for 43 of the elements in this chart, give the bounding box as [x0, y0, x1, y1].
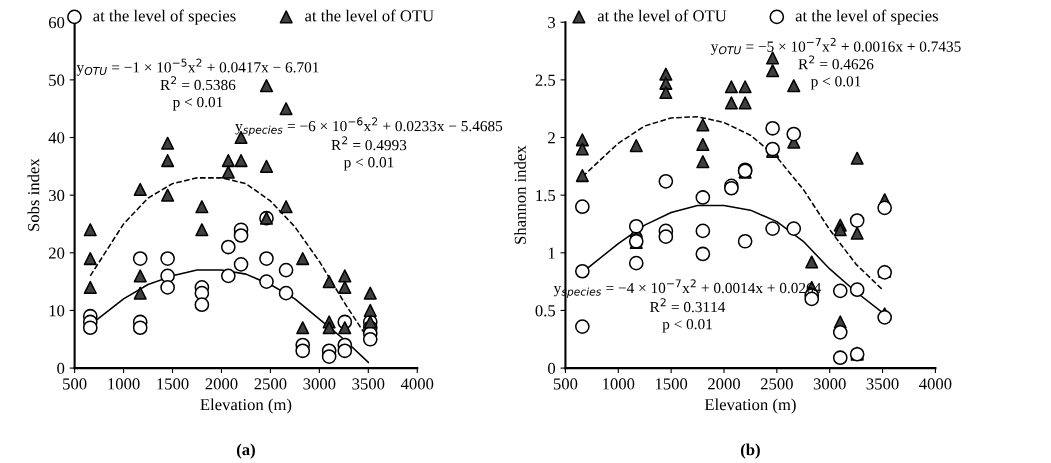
x-tick-label: 500	[63, 378, 87, 390]
y-axis-title: Sobs index	[27, 158, 40, 231]
x-tick-label: 1000	[108, 378, 140, 390]
x-tick-label: 2000	[708, 378, 741, 390]
text: y$_{species}$ = −6 × 10$^{−6}$x$^{2}$ + 0.0233x − 5.4685 R$^{2}$ = 0.4993 p < 0.01	[235, 117, 503, 171]
y-tick-label: 2	[548, 132, 555, 144]
x-tick-label: 3000	[303, 378, 336, 390]
y-tick-label: 30	[49, 189, 65, 202]
y-tick-label: 2.5	[535, 74, 556, 86]
y-tick-label: 0	[548, 362, 556, 375]
y-tick-label: 0	[57, 362, 65, 375]
y-axis-title: Shannon index	[514, 145, 526, 244]
x-tick-label: 4000	[919, 378, 952, 390]
y-tick-label: 0.5	[535, 305, 556, 317]
y-tick-label: 60	[48, 16, 65, 29]
x-tick-label: 1500	[655, 378, 688, 390]
x-tick-label: 3000	[813, 378, 846, 390]
text: (a)	[236, 443, 255, 459]
y-tick-label: 50	[49, 74, 65, 86]
x-tick-label: 2000	[205, 378, 238, 390]
x-tick-label: 3500	[866, 378, 899, 390]
legend-label: at the level of species	[93, 9, 236, 25]
x-tick-label: 1500	[157, 378, 189, 390]
x-tick-label: 2500	[760, 378, 793, 390]
legend-label: at the level of species	[795, 9, 938, 25]
y-tick-label: 20	[48, 247, 65, 259]
x-axis-title: Elevation (m)	[200, 398, 292, 414]
y-tick-label: 40	[48, 132, 65, 144]
text: y$_{OTU}$ = −5 × 10$^{−7}$x$^{2}$ + 0.0016x + 0.7435 R$^{2}$ = 0.4626 p < 0.01	[710, 37, 961, 90]
y-tick-label: 10	[49, 305, 65, 317]
y-tick-label: 1.5	[536, 189, 556, 202]
y-tick-label: 3	[548, 16, 556, 29]
x-tick-label: 4000	[400, 378, 434, 390]
x-tick-label: 500	[553, 378, 578, 390]
x-tick-label: 3500	[352, 378, 385, 390]
y-tick-label: 1	[548, 247, 555, 259]
text: (b)	[740, 443, 760, 459]
x-axis-title: Elevation (m)	[704, 398, 796, 414]
x-tick-label: 2500	[254, 378, 287, 390]
text: y$_{OTU}$ = −1 × 10$^{−5}$x$^{2}$ + 0.0417x − 6.701 R$^{2}$ = 0.5386 p < 0.01	[76, 58, 319, 111]
x-tick-label: 1000	[603, 378, 635, 390]
legend-label: at the level of OTU	[305, 9, 434, 22]
legend-label: at the level of OTU	[597, 9, 727, 22]
